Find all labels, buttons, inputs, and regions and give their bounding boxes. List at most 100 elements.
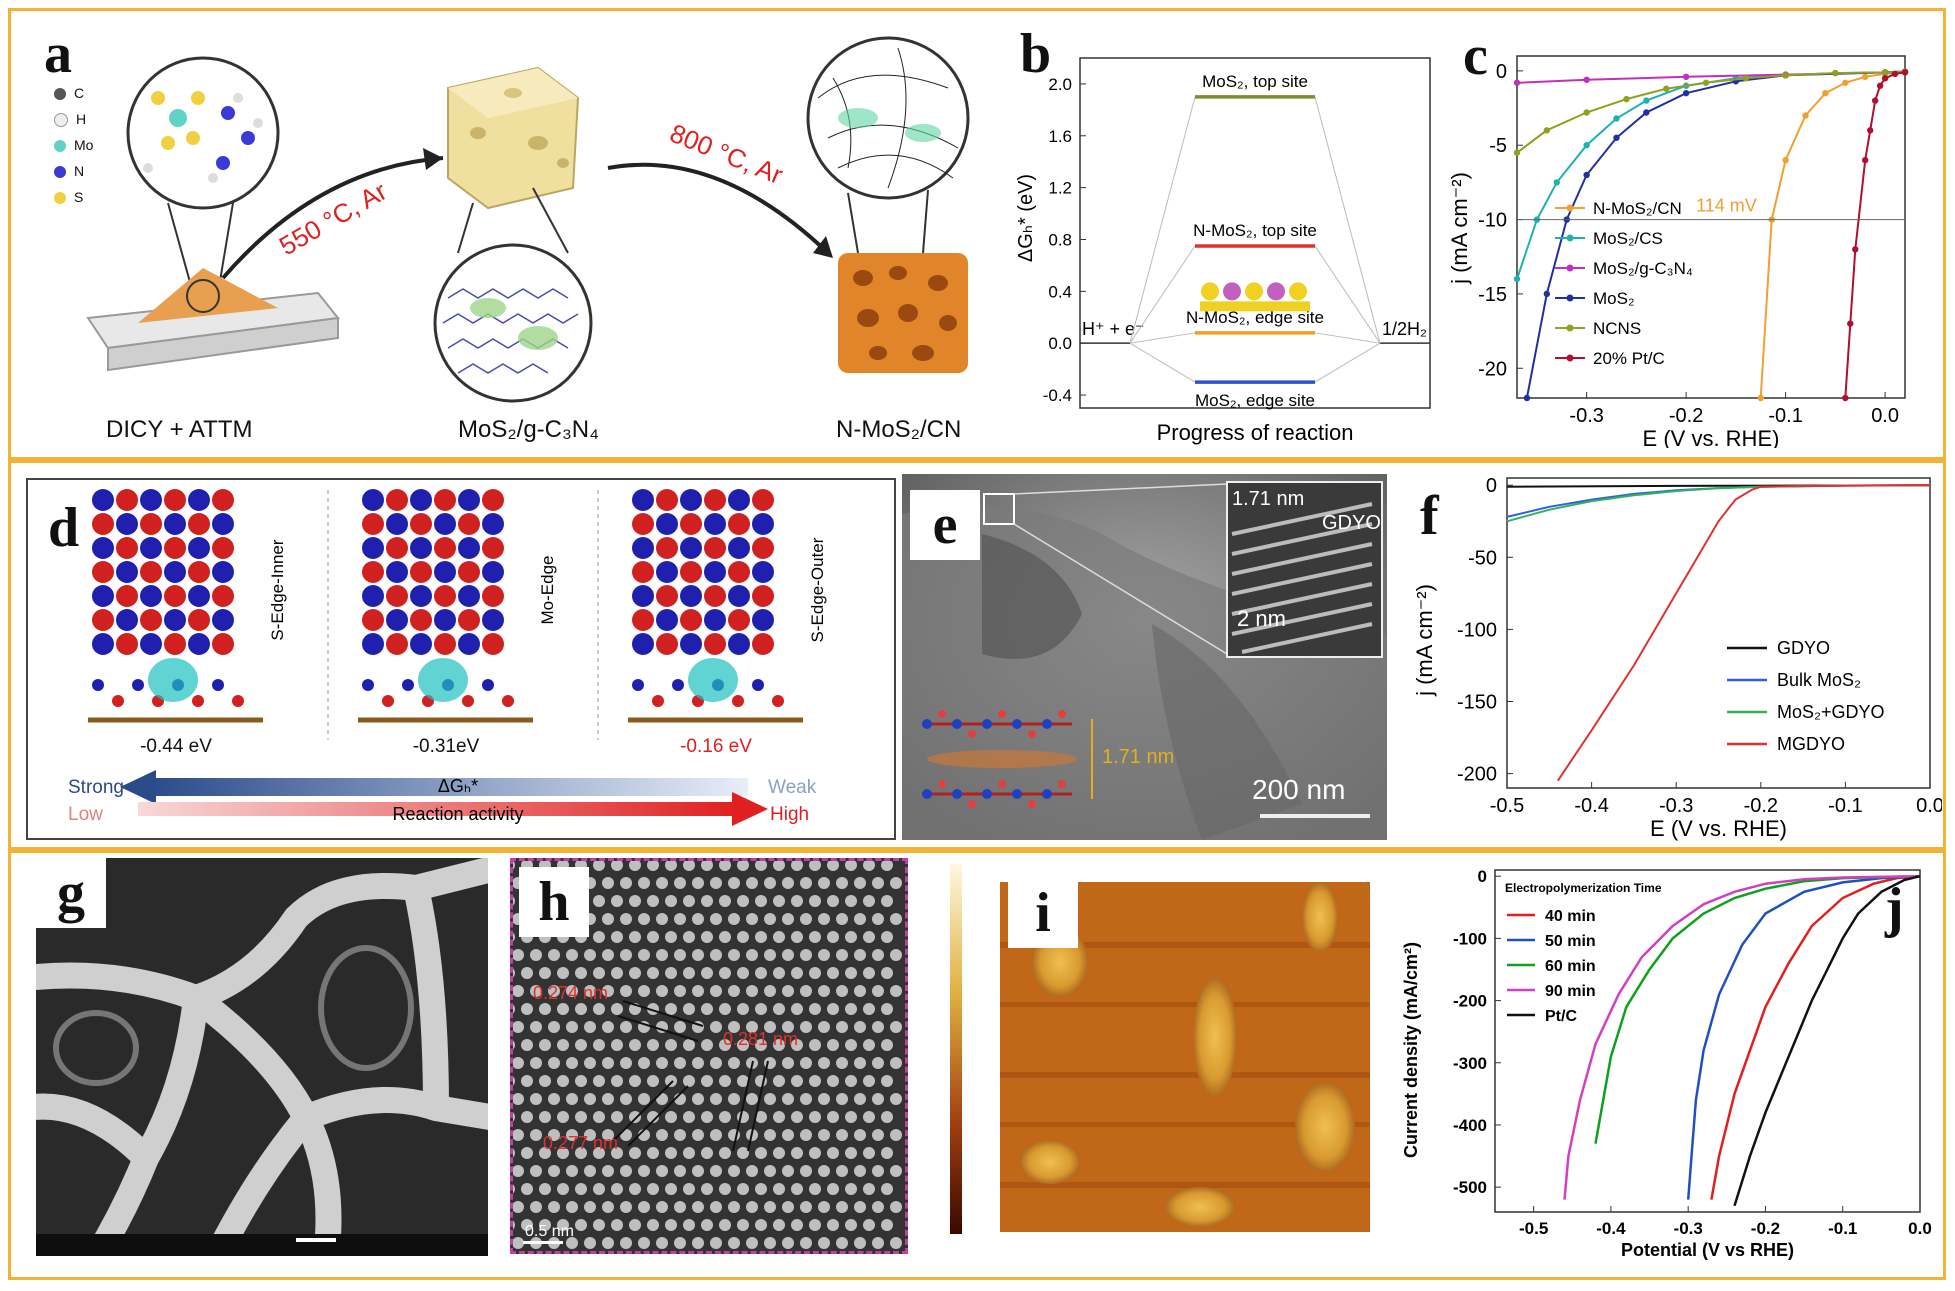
legend-label-6: 20% Pt/C bbox=[1593, 349, 1665, 368]
energy-level-label-1: MoS₂, top site bbox=[1202, 72, 1308, 91]
legend-c: C bbox=[54, 80, 93, 106]
x-tick-label: -0.3 bbox=[1674, 1219, 1703, 1238]
series-line-4 bbox=[1563, 874, 1921, 1200]
panel-i-label-box: i bbox=[1008, 878, 1078, 948]
x-tick-label: -0.1 bbox=[1768, 405, 1802, 427]
activity-arrow-head bbox=[732, 792, 768, 826]
data-point bbox=[1757, 394, 1764, 402]
arrow-step-2 bbox=[607, 162, 830, 255]
sem-foam-image bbox=[36, 858, 488, 1256]
connector bbox=[1314, 332, 1381, 344]
x-axis-label: Potential (V vs RHE) bbox=[1621, 1240, 1794, 1260]
data-point bbox=[1523, 394, 1531, 402]
panel-b-label: b bbox=[1020, 23, 1052, 85]
series-line-6 bbox=[1844, 71, 1906, 399]
x-tick-label: 0.0 bbox=[1916, 795, 1942, 817]
y-tick-label: -0.4 bbox=[1043, 386, 1072, 405]
data-point bbox=[1643, 109, 1650, 116]
y-tick-label: -100 bbox=[1453, 929, 1487, 948]
precursor-molecule-circle bbox=[126, 56, 280, 210]
panel-d-label: d bbox=[48, 497, 80, 559]
data-point bbox=[1513, 79, 1521, 86]
connector bbox=[1129, 342, 1196, 383]
data-point bbox=[1643, 97, 1650, 104]
energy-level-label-4: MoS₂, edge site bbox=[1195, 391, 1315, 410]
data-point bbox=[1782, 72, 1789, 79]
layer-model bbox=[922, 710, 1093, 808]
plot-frame bbox=[1516, 55, 1906, 399]
panel-j-label: j bbox=[1885, 877, 1904, 939]
structure-2 bbox=[358, 489, 533, 723]
panel-f-label: f bbox=[1420, 485, 1439, 547]
panel-a-schematic: 550 °C, Ar 800 °C, Ar bbox=[86, 36, 970, 403]
site-energy-2: -0.31eV bbox=[413, 736, 480, 757]
y-tick-label: 0.4 bbox=[1048, 282, 1072, 301]
scale-label-e: 200 nm bbox=[1252, 774, 1346, 805]
data-point bbox=[1543, 127, 1551, 134]
y-tick-label: 0 bbox=[1478, 867, 1487, 886]
caption-mos2-gc3n4: MoS₂/g-C₃N₄ bbox=[458, 416, 599, 443]
connector bbox=[1129, 96, 1196, 344]
legend-label-5: NCNS bbox=[1593, 319, 1641, 338]
panel-d: d S-Edge-Inner -0.44 eV Mo-Edge -0.31eV S-Ed… bbox=[26, 478, 896, 840]
y-tick-label: 0 bbox=[1486, 475, 1497, 497]
panel-c: c 0 -5 -10 -15 -20 -0.3 -0.2 -0.1 0.0 114 mV j (mA… bbox=[1445, 18, 1940, 448]
data-point bbox=[1862, 73, 1869, 81]
x-tick-label: -0.4 bbox=[1596, 1219, 1626, 1238]
legend-h: H bbox=[54, 106, 93, 132]
y-tick-label: -10 bbox=[1478, 210, 1507, 232]
x-tick-label: -0.2 bbox=[1669, 405, 1703, 427]
lattice-dots bbox=[513, 861, 902, 1249]
panel-g-label-box: g bbox=[36, 858, 106, 928]
data-point bbox=[1842, 79, 1849, 86]
legend-n: N bbox=[54, 158, 93, 184]
data-point bbox=[1871, 97, 1879, 104]
measure-line-1b bbox=[617, 1015, 699, 1042]
sem-info-bar bbox=[36, 1234, 488, 1256]
panel-h: h 0.274 nm 0.281 nm 0.277 nm 0.5 nm bbox=[510, 858, 908, 1254]
powder-pile bbox=[138, 268, 278, 323]
legend-marker-6 bbox=[1566, 354, 1574, 362]
x-tick-label: -0.3 bbox=[1659, 795, 1693, 817]
data-point bbox=[1702, 79, 1710, 86]
measure-line-3b bbox=[627, 1085, 689, 1147]
data-point bbox=[1881, 75, 1889, 82]
overpotential-annotation: 114 mV bbox=[1696, 196, 1757, 216]
chart-j: -0.5 -0.4 -0.3 -0.2 -0.1 0.0 0 -100 -200 -300 -400… bbox=[1401, 867, 1932, 1260]
y-tick-label: -200 bbox=[1457, 764, 1497, 786]
data-point bbox=[1852, 246, 1859, 253]
panel-a-label: a bbox=[44, 23, 72, 85]
data-point bbox=[1742, 75, 1750, 82]
legend-label-3: 60 min bbox=[1545, 958, 1596, 975]
panel-e: e 1.71 nm GDYO 2 nm 1.71 nm 200 nm bbox=[902, 474, 1387, 840]
legend-label-4: 90 min bbox=[1545, 983, 1596, 1000]
legend-title: Electropolymerization Time bbox=[1505, 881, 1662, 895]
data-point bbox=[1822, 89, 1829, 97]
y-tick-label: 0.0 bbox=[1048, 334, 1072, 353]
panel-a: a C H Mo N S bbox=[18, 18, 1008, 448]
legend-marker-1 bbox=[1566, 204, 1574, 212]
measure-line-2 bbox=[732, 1060, 754, 1152]
legend-marker-2 bbox=[1566, 234, 1574, 242]
panel-j: j -0.5 -0.4 -0.3 -0.2 -0.1 0.0 0 -100 -200 -300 -4… bbox=[1385, 860, 1940, 1260]
hrtem-lattice-image bbox=[513, 861, 902, 1249]
arrow-step-1 bbox=[221, 156, 444, 280]
tem-image-e bbox=[902, 474, 1387, 840]
connector bbox=[1129, 332, 1196, 344]
x-tick-label: 0.0 bbox=[1871, 405, 1899, 427]
caption-n-mos2-cn: N-MoS₂/CN bbox=[836, 416, 962, 443]
legend-label-2: MoS₂/CS bbox=[1593, 229, 1663, 248]
activity-arrow-bar bbox=[138, 802, 738, 816]
data-point bbox=[1682, 89, 1690, 97]
connector bbox=[1314, 245, 1381, 344]
series-line-1 bbox=[1759, 71, 1906, 399]
x-tick-label: -0.2 bbox=[1751, 1219, 1780, 1238]
site-label-1: S-Edge-Inner bbox=[268, 539, 287, 640]
inset-scale-label: 2 nm bbox=[1237, 606, 1286, 631]
y-tick-label: -15 bbox=[1478, 284, 1507, 306]
legend-label-1: GDYO bbox=[1777, 638, 1830, 658]
measure-line-3 bbox=[612, 1080, 674, 1142]
scale-bar-e bbox=[1260, 814, 1370, 818]
x-axis-label: E (V vs. RHE) bbox=[1643, 426, 1780, 448]
data-point bbox=[1802, 112, 1809, 119]
